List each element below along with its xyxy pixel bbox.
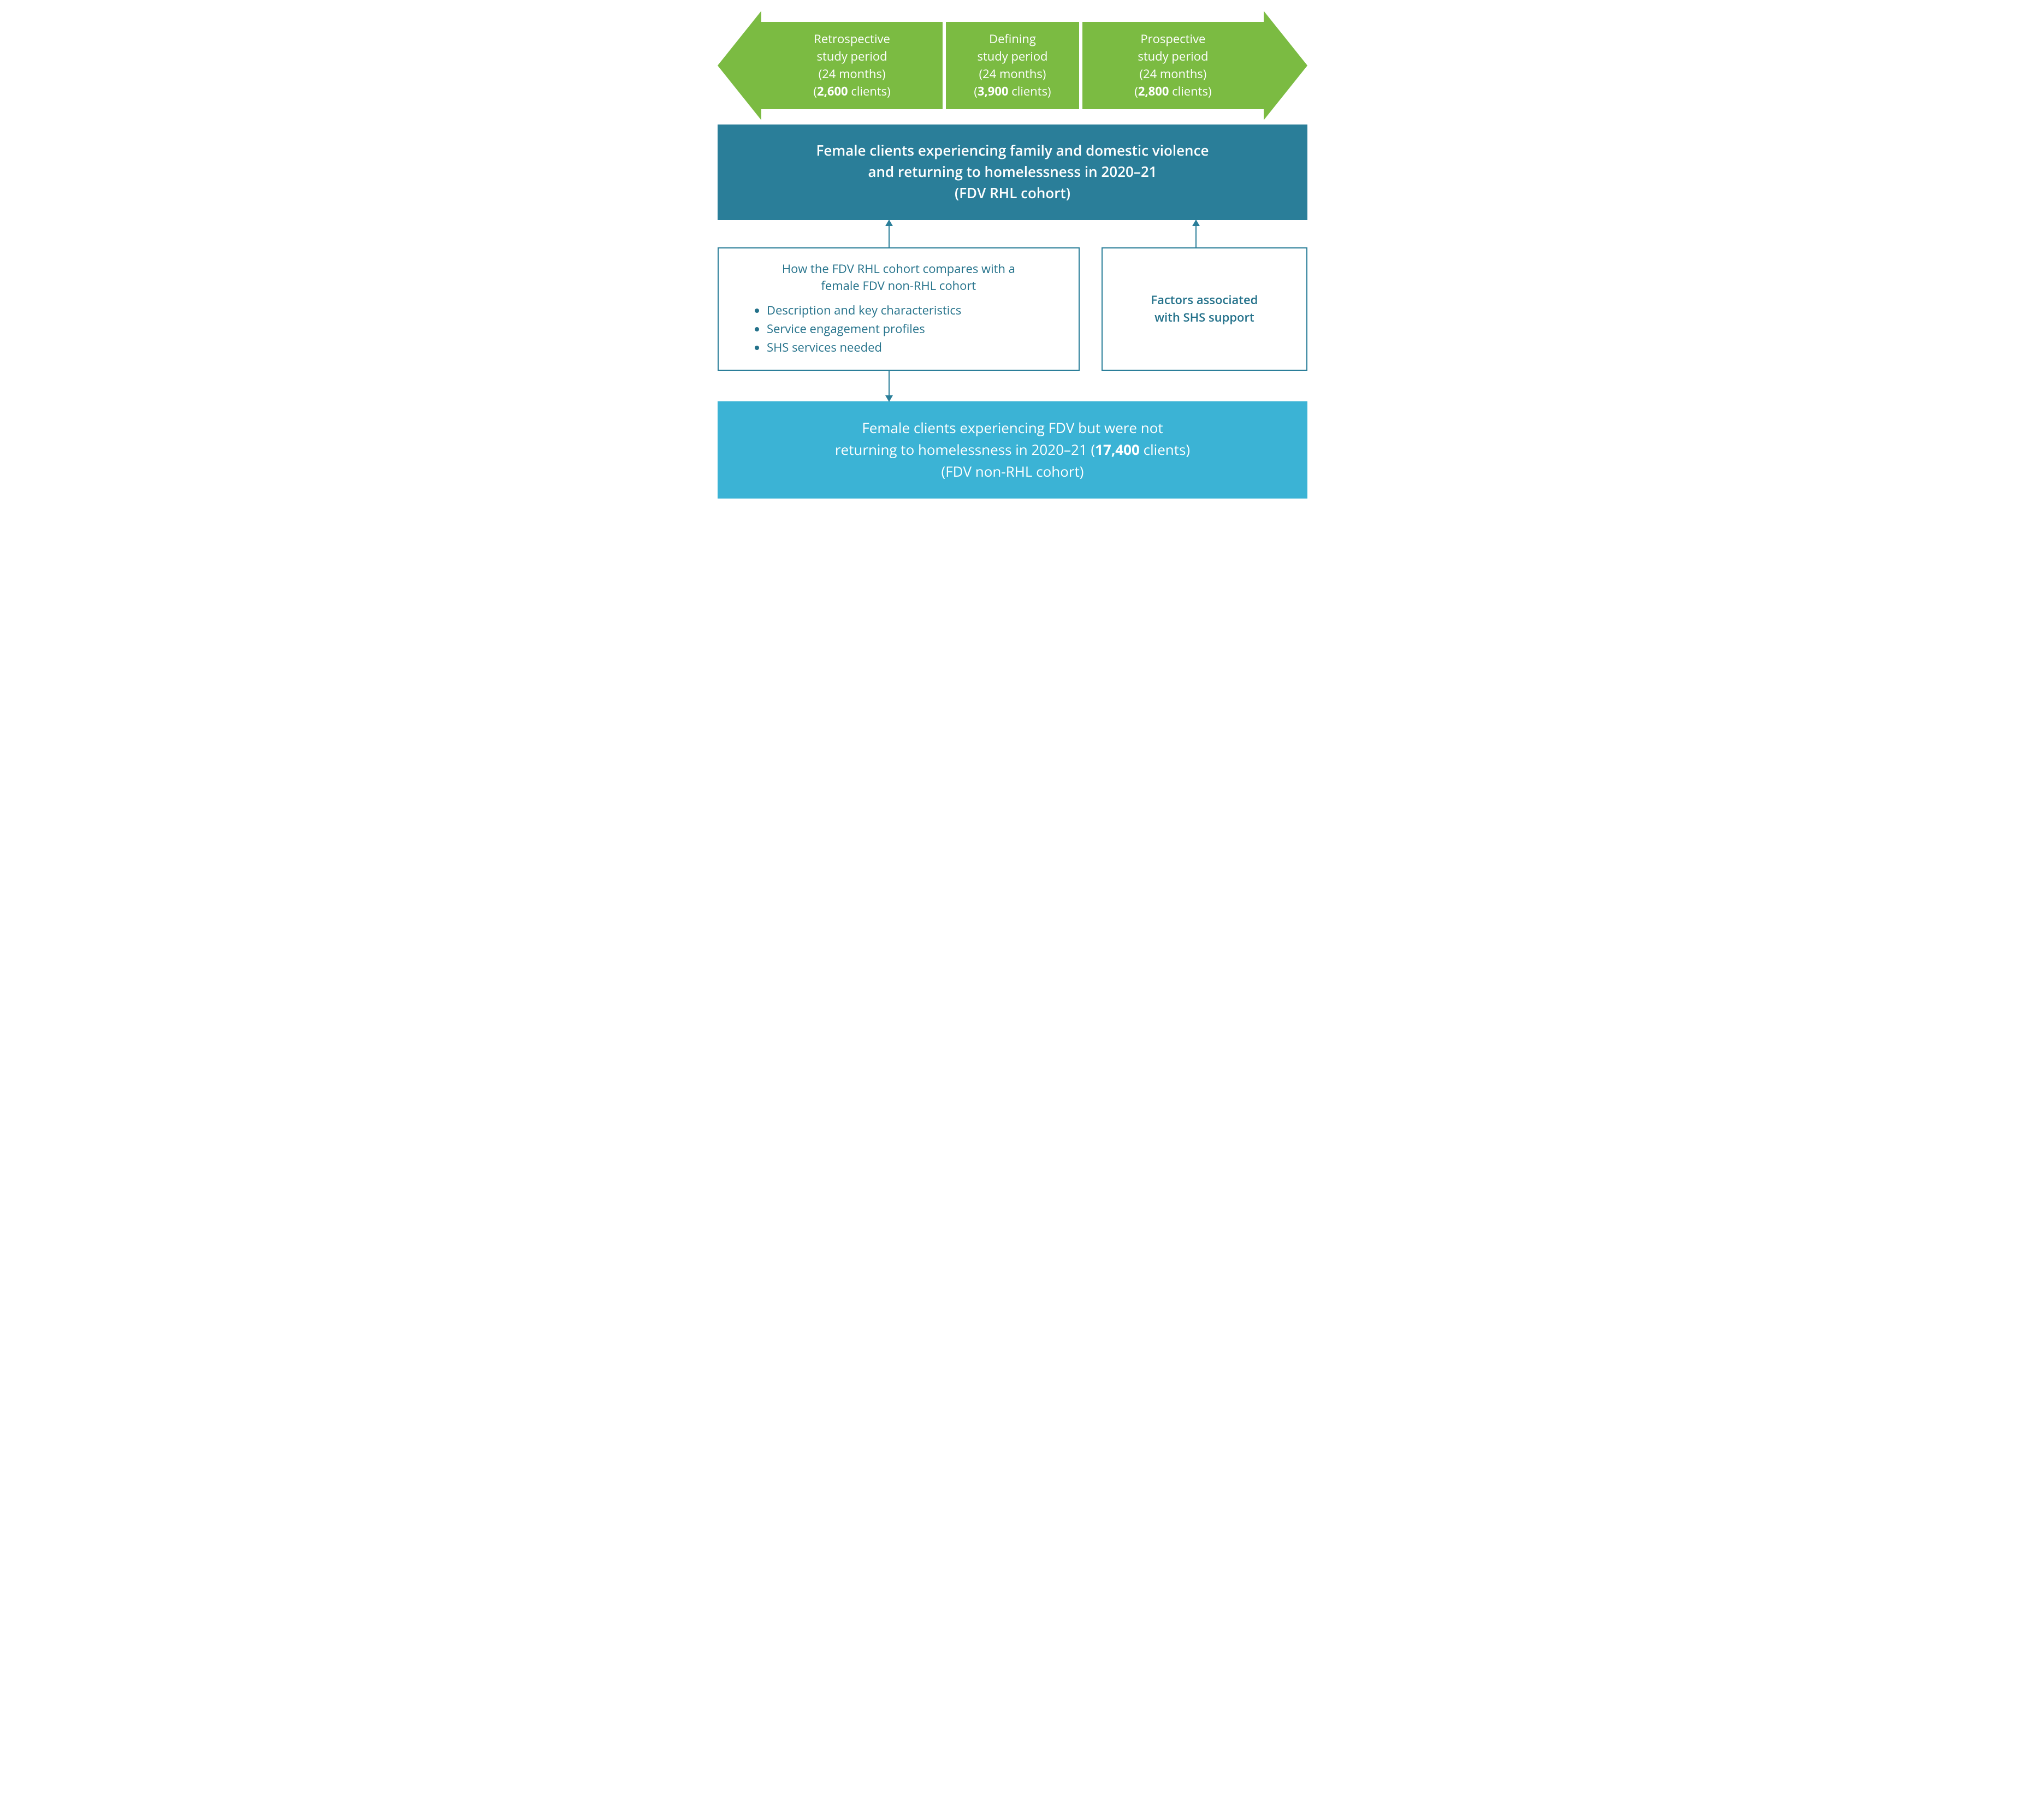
banner-line: Female clients experiencing FDV but were… [739, 417, 1286, 438]
period-retrospective: Retrospective study period (24 months) (… [761, 22, 943, 109]
period-duration: (24 months) [819, 66, 886, 83]
study-periods-row: Retrospective study period (24 months) (… [718, 22, 1307, 109]
main-cohort-banner: Female clients experiencing family and d… [718, 125, 1307, 220]
arrow-down-icon [889, 371, 890, 401]
period-defining: Defining study period (24 months) (3,900… [946, 22, 1079, 109]
period-clients: (2,800 clients) [1134, 83, 1211, 100]
compare-bullet: Description and key characteristics [767, 302, 1063, 318]
non-rhl-banner: Female clients experiencing FDV but were… [718, 401, 1307, 499]
compare-bullet: Service engagement profiles [767, 321, 1063, 337]
banner-line: Female clients experiencing family and d… [739, 140, 1286, 161]
banner-subline: (FDV non-RHL cohort) [739, 460, 1286, 482]
period-clients: (2,600 clients) [814, 83, 891, 100]
period-label: study period [817, 48, 887, 66]
connector-top [718, 220, 1307, 247]
period-duration: (24 months) [1140, 66, 1207, 83]
period-label: study period [1138, 48, 1208, 66]
compare-box: How the FDV RHL cohort compares with a f… [718, 247, 1080, 371]
study-diagram: Retrospective study period (24 months) (… [718, 22, 1307, 499]
factors-line: Factors associated [1151, 292, 1258, 309]
arrowhead-down-icon [885, 395, 893, 402]
banner-line: and returning to homelessness in 2020–21 [739, 161, 1286, 182]
arrow-up-icon [1195, 220, 1197, 247]
period-duration: (24 months) [979, 66, 1046, 83]
period-clients: (3,900 clients) [974, 83, 1051, 100]
period-label: Defining [989, 31, 1036, 48]
arrowhead-up-icon [1192, 220, 1200, 226]
factors-box: Factors associated with SHS support [1102, 247, 1307, 371]
arrowhead-up-icon [885, 220, 893, 226]
compare-bullet: SHS services needed [767, 339, 1063, 355]
period-label: study period [977, 48, 1047, 66]
banner-line: returning to homelessness in 2020–21 (17… [739, 438, 1286, 460]
period-label: Retrospective [814, 31, 890, 48]
banner-subline: (FDV RHL cohort) [739, 182, 1286, 204]
comparison-boxes-row: How the FDV RHL cohort compares with a f… [718, 247, 1307, 371]
compare-heading: How the FDV RHL cohort compares with a f… [734, 260, 1063, 294]
period-label: Prospective [1140, 31, 1205, 48]
period-prospective: Prospective study period (24 months) (2,… [1082, 22, 1264, 109]
compare-bullets: Description and key characteristics Serv… [734, 302, 1063, 355]
arrow-up-icon [889, 220, 890, 247]
factors-line: with SHS support [1151, 309, 1258, 327]
connector-bottom [718, 371, 1307, 401]
